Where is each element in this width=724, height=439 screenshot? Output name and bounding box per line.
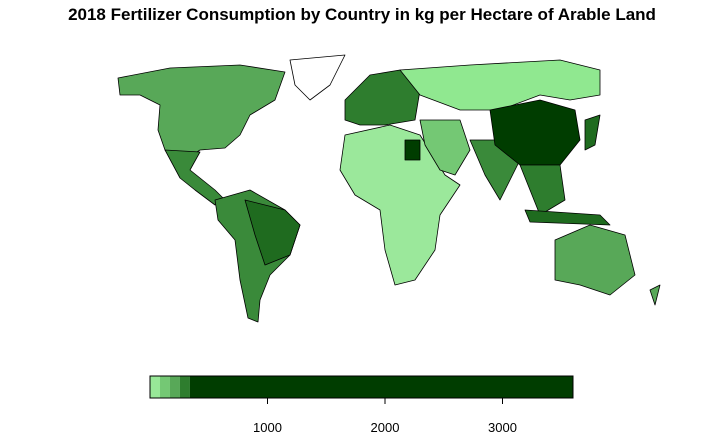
color-bin <box>179 376 190 398</box>
colorbar: 1000 2000 3000 <box>149 375 574 435</box>
color-bin <box>159 376 170 398</box>
north-america <box>117 64 286 161</box>
central-america <box>164 149 226 206</box>
egypt <box>404 139 421 161</box>
china <box>489 99 581 166</box>
color-bin <box>169 376 180 398</box>
tick-label: 1000 <box>253 420 282 435</box>
tick-label: 2000 <box>371 420 400 435</box>
greenland <box>289 54 346 101</box>
japan <box>584 114 601 151</box>
new-zealand <box>649 284 661 306</box>
middle-east <box>419 119 471 176</box>
color-bin <box>150 376 160 398</box>
indonesia <box>524 209 611 226</box>
russia <box>399 59 601 111</box>
colorbar-frame <box>149 375 574 399</box>
australia <box>554 224 636 296</box>
tick-label: 3000 <box>488 420 517 435</box>
southeast-asia <box>519 164 566 216</box>
color-bin <box>189 376 573 398</box>
brazil <box>244 199 301 266</box>
map-title: 2018 Fertilizer Consumption by Country i… <box>68 5 656 24</box>
world-map <box>117 54 661 323</box>
europe <box>344 69 421 126</box>
